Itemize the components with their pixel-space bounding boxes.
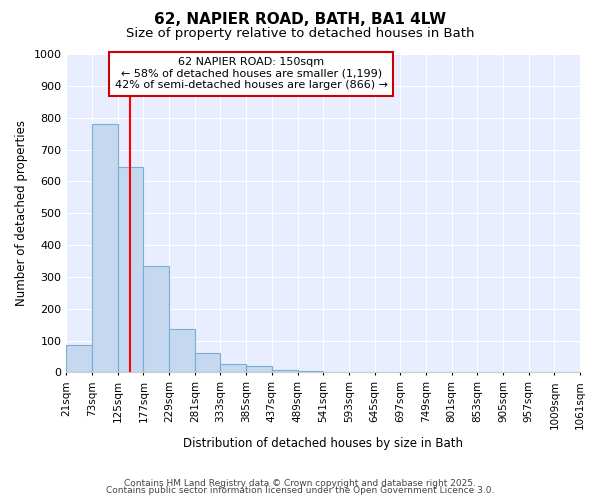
Text: Contains public sector information licensed under the Open Government Licence 3.: Contains public sector information licen… xyxy=(106,486,494,495)
Text: Contains HM Land Registry data © Crown copyright and database right 2025.: Contains HM Land Registry data © Crown c… xyxy=(124,478,476,488)
Y-axis label: Number of detached properties: Number of detached properties xyxy=(15,120,28,306)
Bar xyxy=(92,124,118,372)
Bar xyxy=(246,366,272,372)
Bar xyxy=(195,354,220,372)
Bar xyxy=(272,370,298,372)
Text: 62 NAPIER ROAD: 150sqm
← 58% of detached houses are smaller (1,199)
42% of semi-: 62 NAPIER ROAD: 150sqm ← 58% of detached… xyxy=(115,57,388,90)
Bar xyxy=(143,266,169,372)
Bar xyxy=(220,364,246,372)
Bar xyxy=(118,167,143,372)
Bar xyxy=(67,346,92,372)
Text: 62, NAPIER ROAD, BATH, BA1 4LW: 62, NAPIER ROAD, BATH, BA1 4LW xyxy=(154,12,446,28)
X-axis label: Distribution of detached houses by size in Bath: Distribution of detached houses by size … xyxy=(183,437,463,450)
Bar xyxy=(169,330,195,372)
Text: Size of property relative to detached houses in Bath: Size of property relative to detached ho… xyxy=(126,28,474,40)
